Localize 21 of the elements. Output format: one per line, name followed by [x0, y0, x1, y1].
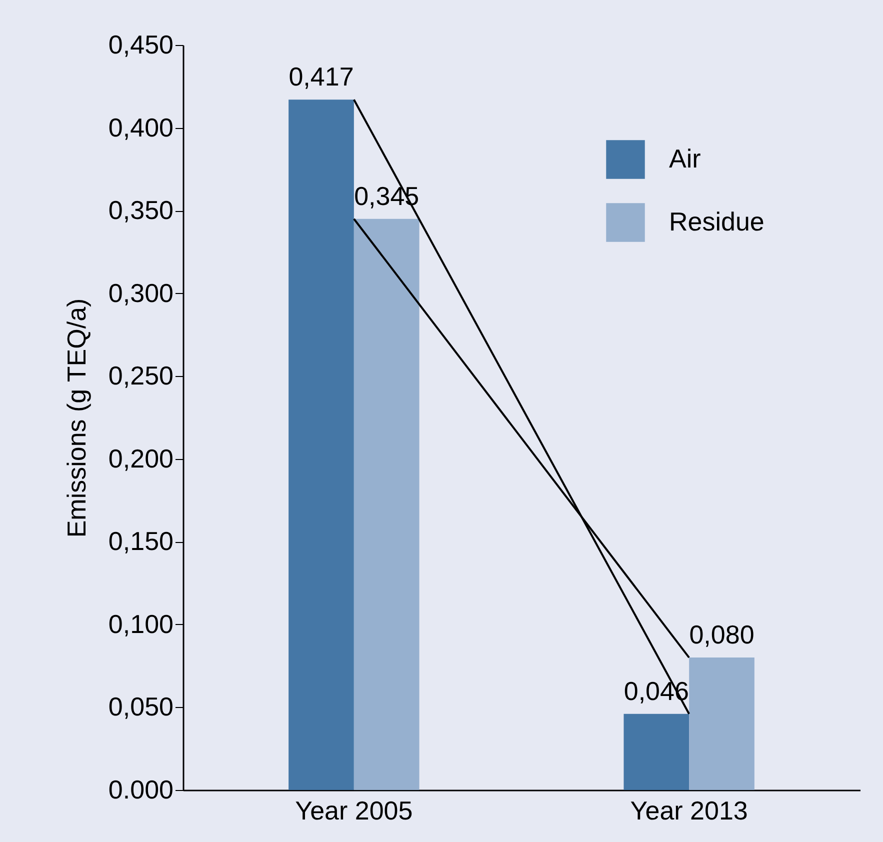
legend-label: Residue — [669, 206, 764, 236]
y-tick-label: 0,150 — [108, 526, 174, 556]
y-tick-label: 0,100 — [108, 608, 174, 639]
data-label: 0,417 — [288, 62, 354, 92]
x-tick-label: Year 2005 — [295, 796, 413, 826]
x-tick-label: Year 2013 — [630, 796, 748, 826]
data-label: 0,080 — [689, 620, 754, 650]
bar — [354, 218, 420, 790]
y-tick-label: 0,250 — [108, 360, 174, 391]
bar — [288, 100, 354, 790]
y-tick-label: 0,050 — [108, 692, 174, 722]
y-axis-title: Emissions (g TEQ/a) — [61, 298, 92, 538]
bar — [689, 658, 754, 790]
y-tick-label: 0,400 — [108, 112, 174, 142]
y-tick-label: 0.000 — [108, 774, 174, 804]
y-tick-label: 0,200 — [108, 443, 174, 474]
bar — [624, 714, 690, 790]
y-tick-label: 0,450 — [108, 30, 174, 60]
y-tick-label: 0,300 — [108, 278, 174, 308]
y-tick-label: 0,350 — [108, 195, 174, 226]
legend-label: Air — [669, 144, 702, 174]
